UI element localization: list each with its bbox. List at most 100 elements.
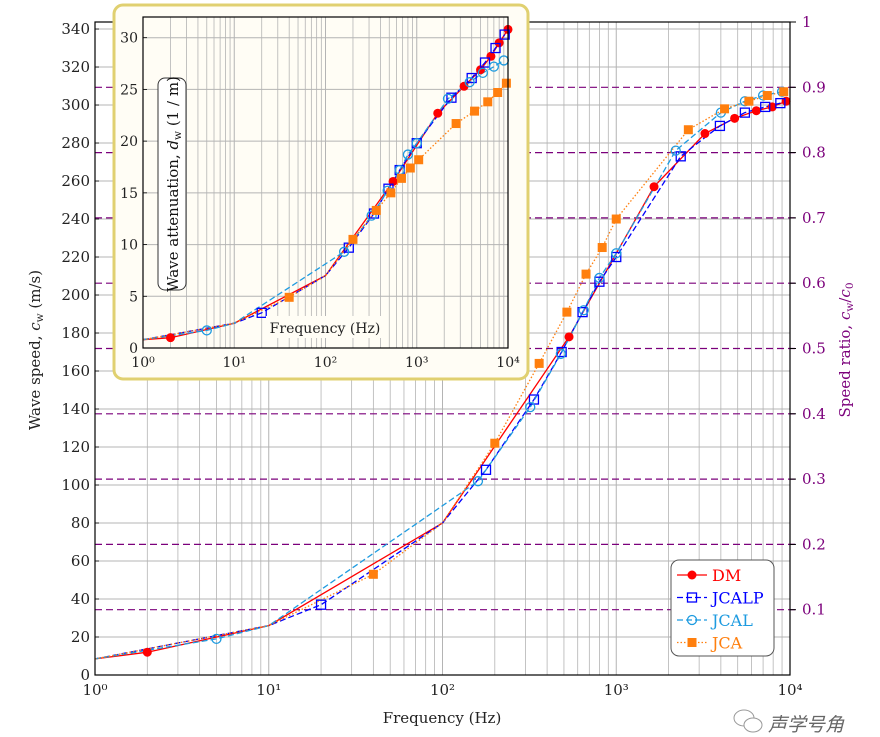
x-axis-label: Frequency (Hz) bbox=[383, 709, 502, 727]
data-point-dm bbox=[730, 113, 740, 123]
x-tick-label: 10¹ bbox=[256, 681, 281, 699]
series-line-jcalp bbox=[142, 34, 506, 341]
legend-marker-dm bbox=[687, 570, 697, 580]
data-point-jcal bbox=[670, 145, 681, 156]
data-point-jcalp bbox=[256, 307, 267, 318]
data-point-jcal bbox=[338, 246, 350, 257]
y-tick-label: 240 bbox=[61, 210, 90, 228]
data-point-jca bbox=[611, 214, 621, 224]
inset-xlabel-bg bbox=[266, 316, 384, 338]
data-point-jcalp bbox=[775, 97, 786, 109]
data-point-jca bbox=[720, 104, 730, 114]
y2-tick-label: 0.3 bbox=[802, 470, 826, 488]
data-point-jca bbox=[386, 188, 396, 198]
x-tick-label: 10⁴ bbox=[777, 681, 802, 699]
watermark-text: 声学号角 bbox=[768, 714, 845, 736]
y-tick-label: 30 bbox=[120, 31, 138, 47]
data-point-jca bbox=[683, 125, 693, 135]
legend-marker-jcalp bbox=[686, 592, 698, 603]
y2-tick-label: 0.5 bbox=[802, 340, 826, 358]
data-point-jca bbox=[470, 106, 480, 116]
inset-y-axis-label-part: d bbox=[164, 140, 182, 150]
data-point-dm bbox=[459, 81, 469, 91]
y-tick-label: 40 bbox=[71, 590, 90, 608]
legend-label-jcal: JCAL bbox=[710, 611, 753, 630]
y-tick-label: 20 bbox=[120, 134, 138, 150]
data-point-jca bbox=[501, 78, 511, 88]
y-axis-label-part: (m/s) bbox=[26, 270, 44, 313]
inset-x-axis-label: Frequency (Hz) bbox=[270, 321, 381, 337]
y-tick-label: 320 bbox=[61, 58, 90, 76]
y-tick-label: 60 bbox=[71, 552, 90, 570]
inset-ylabel-box bbox=[157, 77, 187, 291]
data-point-jcal bbox=[578, 305, 589, 316]
y2-tick-label: 0.6 bbox=[802, 274, 826, 292]
data-point-jcal bbox=[611, 248, 622, 259]
legend: DM JCALP JCAL JCA bbox=[670, 559, 775, 657]
data-point-jcal bbox=[525, 401, 536, 413]
y2-axis-label-part: 0 bbox=[844, 282, 856, 289]
data-point-jcalp bbox=[490, 42, 501, 54]
data-point-jcal bbox=[366, 210, 377, 221]
wechat-icon-bubble bbox=[743, 717, 763, 733]
y-tick-label: 180 bbox=[61, 324, 90, 342]
y2-tick-label: 1 bbox=[802, 13, 812, 31]
data-point-jcalp bbox=[480, 464, 492, 475]
y2-axis-label-part: c bbox=[836, 289, 854, 298]
y-tick-label: 300 bbox=[61, 96, 90, 114]
data-point-jcalp bbox=[479, 57, 491, 68]
plot-frame bbox=[142, 16, 509, 349]
data-point-jcalp bbox=[760, 101, 771, 113]
series-line-jcal bbox=[94, 91, 783, 660]
data-point-jcal bbox=[411, 138, 422, 149]
data-point-jcal bbox=[402, 149, 414, 160]
data-point-jca bbox=[562, 307, 572, 317]
data-point-jcal bbox=[472, 476, 484, 487]
data-point-jca bbox=[284, 292, 294, 302]
data-point-dm bbox=[700, 129, 710, 139]
data-point-jca bbox=[368, 569, 378, 579]
inset-y-axis-label-part: Wave attenuation, bbox=[164, 150, 182, 292]
y-tick-label: 20 bbox=[71, 628, 90, 646]
data-point-jca bbox=[414, 155, 424, 165]
y-tick-label: 80 bbox=[71, 514, 90, 532]
y2-tick-label: 0.2 bbox=[802, 535, 826, 553]
inset-y-axis-label-part: (1 / m) bbox=[164, 76, 182, 131]
data-point-jcal bbox=[211, 633, 222, 645]
y-tick-label: 10 bbox=[120, 238, 138, 254]
data-point-jcalp bbox=[739, 107, 751, 118]
data-point-jca bbox=[493, 88, 503, 98]
y2-axis-label: Speed ratio, cw/c0 bbox=[836, 282, 856, 417]
y-tick-label: 220 bbox=[61, 248, 90, 266]
data-point-jcal bbox=[464, 77, 475, 88]
data-point-jcal bbox=[555, 348, 567, 360]
y2-tick-label: 0.1 bbox=[802, 601, 826, 619]
data-point-jca bbox=[490, 438, 500, 448]
y-axis-label-part: w bbox=[34, 313, 46, 322]
data-point-jcalp bbox=[611, 251, 622, 263]
x-tick-label: 10⁴ bbox=[496, 355, 520, 371]
y-tick-label: 120 bbox=[61, 438, 90, 456]
data-point-jca bbox=[762, 91, 772, 101]
data-point-jcal bbox=[594, 272, 605, 284]
inset-chart: 0 5 10 15 20 25 30 10⁰ 10¹ 10² 10³ 10⁴ Frequency (Hz… bbox=[112, 3, 530, 381]
y-tick-label: 100 bbox=[61, 476, 90, 494]
y-tick-label: 200 bbox=[61, 286, 90, 304]
data-point-jcalp bbox=[594, 276, 605, 287]
data-point-jca bbox=[371, 205, 381, 215]
data-point-dm bbox=[494, 38, 504, 48]
y2-axis-label-part: / bbox=[836, 297, 854, 303]
data-point-jca bbox=[483, 97, 493, 107]
y2-axis-label-part: Speed ratio, bbox=[836, 320, 854, 418]
data-point-jcalp bbox=[714, 120, 726, 132]
legend-label-jca: JCA bbox=[710, 634, 743, 653]
x-tick-label: 10¹ bbox=[223, 355, 246, 371]
y-tick-label: 140 bbox=[61, 400, 90, 418]
data-point-jca bbox=[779, 87, 789, 97]
data-point-dm bbox=[433, 108, 443, 118]
legend-label-dm: DM bbox=[712, 566, 741, 585]
data-point-jca bbox=[744, 96, 754, 106]
data-point-dm bbox=[142, 647, 152, 657]
data-point-jcalp bbox=[499, 29, 510, 40]
